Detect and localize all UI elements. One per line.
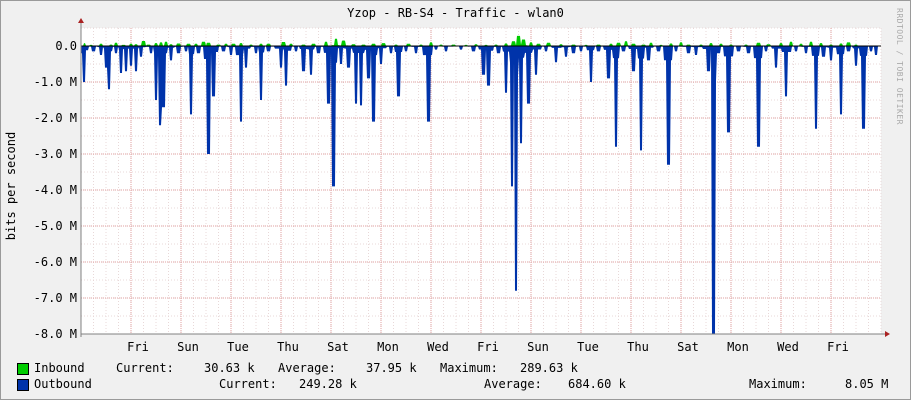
chart-title: Yzop - RB-S4 - Traffic - wlan0: [347, 6, 564, 20]
legend-inbound-average-label: Average:: [278, 361, 336, 375]
chart-tick-labels: 0.0 -1.0 M -2.0 M -3.0 M -4.0 M -5.0 M -6.0 M -…: [34, 39, 849, 354]
x-tick-label: Fri: [827, 340, 849, 354]
x-tick-label: Sun: [527, 340, 549, 354]
x-tick-label: Thu: [277, 340, 299, 354]
chart-grid: [80, 27, 882, 335]
x-tick-label: Fri: [127, 340, 149, 354]
legend-inbound-average-value: 37.95 k: [366, 361, 417, 375]
legend-outbound-average-value: 684.60 k: [568, 377, 626, 391]
x-tick-label: Tue: [227, 340, 249, 354]
legend-outbound-maximum-value: 8.05 M: [845, 377, 889, 391]
legend-inbound-current-label: Current:: [116, 361, 174, 375]
x-tick-label: Sat: [327, 340, 349, 354]
legend-outbound-name: Outbound: [34, 377, 92, 391]
chart-areas: [81, 35, 881, 334]
y-tick-label: 0.0: [55, 39, 77, 53]
legend-outbound-maximum-label: Maximum:: [749, 377, 807, 391]
y-tick-label: -5.0 M: [34, 219, 77, 233]
y-tick-label: -3.0 M: [34, 147, 77, 161]
x-tick-label: Sun: [177, 340, 199, 354]
y-tick-label: -2.0 M: [34, 111, 77, 125]
y-axis-label: bits per second: [4, 132, 18, 240]
y-tick-label: -6.0 M: [34, 255, 77, 269]
x-tick-label: Wed: [427, 340, 449, 354]
series-area-outbound: [81, 46, 881, 334]
x-tick-label: Mon: [377, 340, 399, 354]
chart-axes: [78, 18, 890, 337]
legend-outbound: Outbound Current: 249.28 k Average: 684.…: [0, 377, 911, 393]
legend-outbound-average-label: Average:: [484, 377, 542, 391]
series-area-inbound: [81, 35, 881, 46]
legend-outbound-current-value: 249.28 k: [299, 377, 357, 391]
y-tick-label: -1.0 M: [34, 75, 77, 89]
x-tick-label: Fri: [477, 340, 499, 354]
y-tick-label: -7.0 M: [34, 291, 77, 305]
outbound-swatch: [17, 379, 29, 391]
y-axis-arrow-icon: [78, 18, 84, 23]
x-tick-label: Wed: [777, 340, 799, 354]
legend-inbound: Inbound Current: 30.63 k Average: 37.95 …: [0, 361, 911, 377]
legend-inbound-current-value: 30.63 k: [204, 361, 255, 375]
x-tick-label: Mon: [727, 340, 749, 354]
x-axis-arrow-icon: [885, 331, 890, 337]
y-tick-label: -4.0 M: [34, 183, 77, 197]
x-tick-label: Thu: [627, 340, 649, 354]
x-tick-label: Sat: [677, 340, 699, 354]
inbound-swatch: [17, 363, 29, 375]
legend-outbound-current-label: Current:: [219, 377, 277, 391]
x-tick-label: Tue: [577, 340, 599, 354]
y-tick-label: -8.0 M: [34, 327, 77, 341]
legend-inbound-name: Inbound: [34, 361, 85, 375]
legend-inbound-maximum-value: 289.63 k: [520, 361, 578, 375]
legend-inbound-maximum-label: Maximum:: [440, 361, 498, 375]
